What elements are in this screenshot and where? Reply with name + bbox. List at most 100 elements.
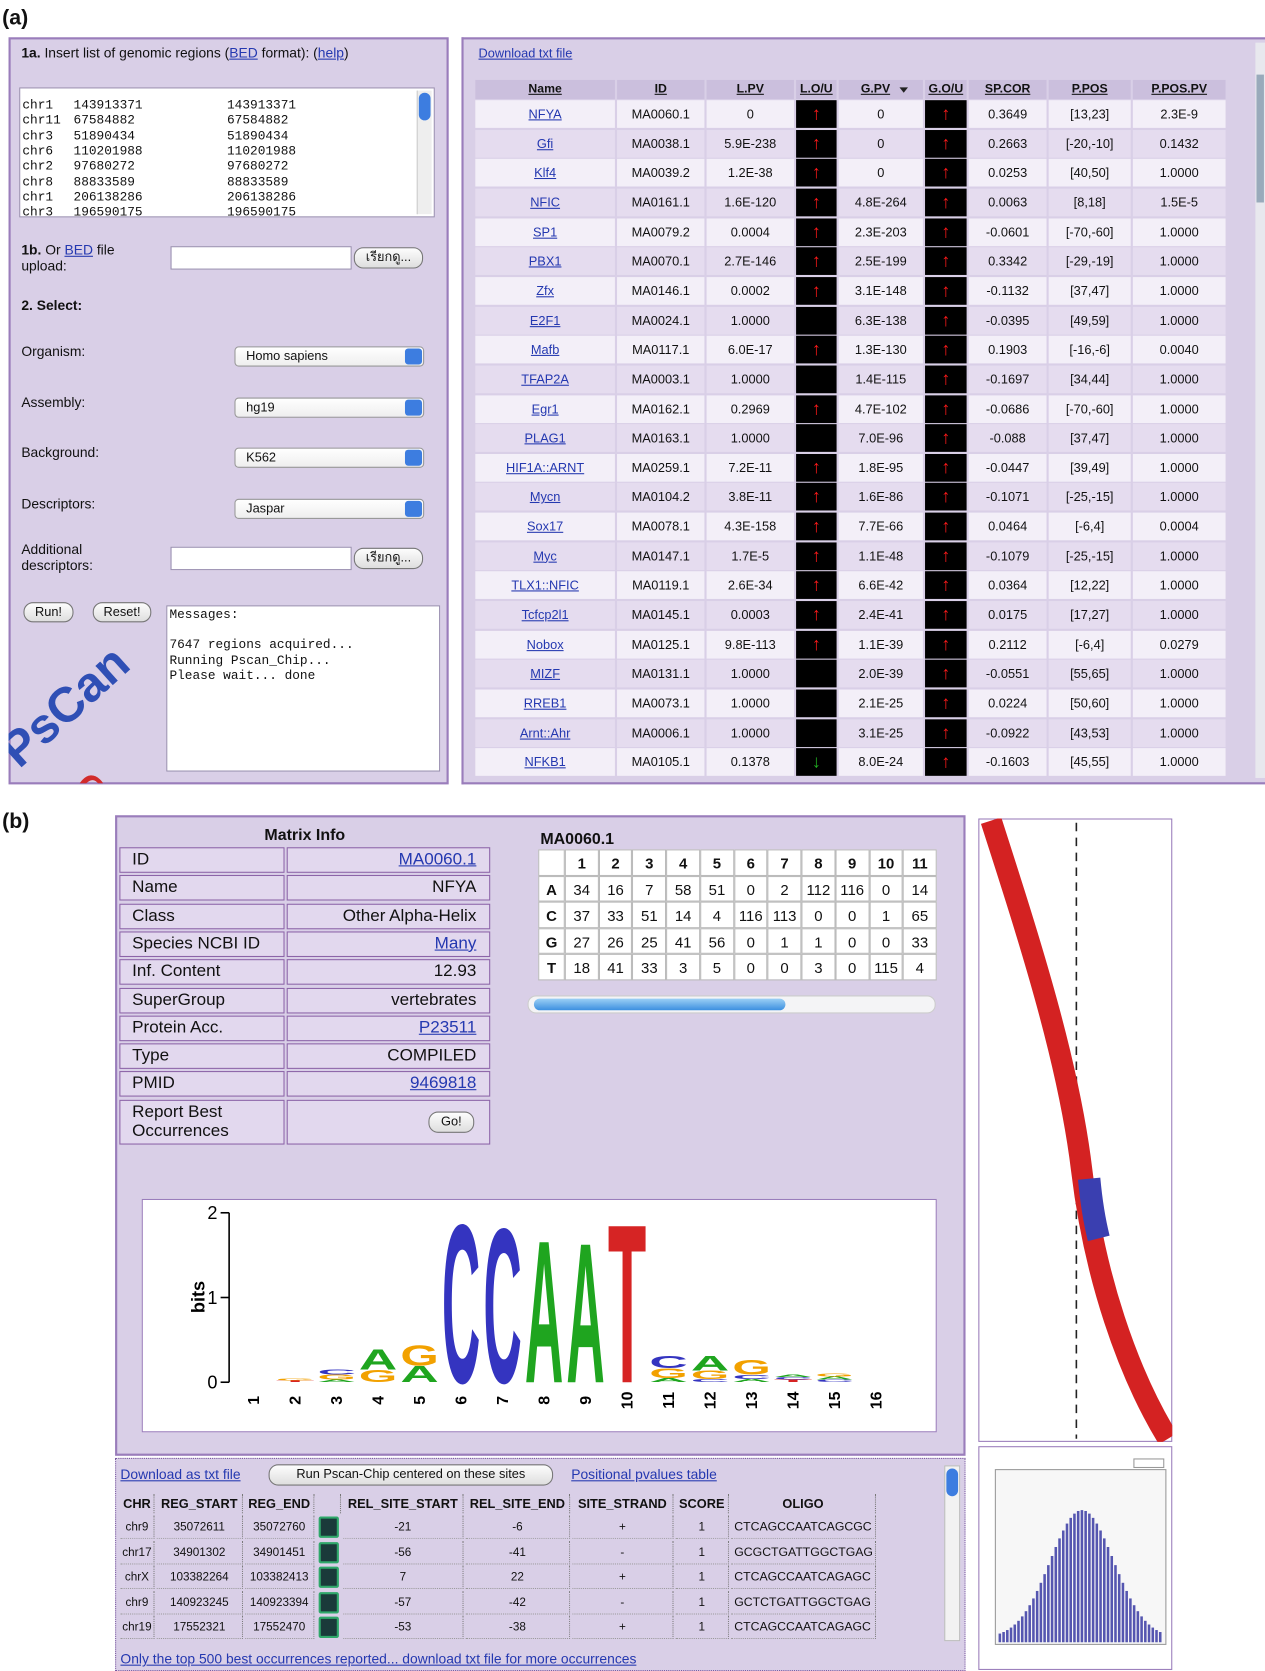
select[interactable]: K562 — [234, 447, 425, 468]
column-header[interactable]: L.O/U — [796, 79, 837, 100]
file-input[interactable] — [170, 546, 352, 571]
occ-cell: 103382413 — [245, 1565, 315, 1589]
column-header[interactable]: L.PV — [706, 79, 794, 100]
result-cell[interactable]: Tcfcp2l1 — [475, 601, 615, 629]
run-button[interactable]: Run! — [23, 602, 74, 623]
result-cell[interactable]: NFKB1 — [475, 748, 615, 777]
histogram-bar-decor — [1114, 1565, 1117, 1643]
column-header[interactable]: G.PV — [838, 79, 923, 100]
matrix-count: 0 — [767, 953, 802, 980]
info-value[interactable]: MA0060.1 — [286, 847, 491, 873]
result-cell[interactable]: Arnt::Ahr — [475, 718, 615, 747]
result-cell[interactable]: Mycn — [475, 483, 615, 511]
column-header[interactable]: P.POS.PV — [1132, 79, 1226, 100]
region-field: 196590175 — [226, 204, 297, 218]
browse-button[interactable]: เรียกดู... — [353, 547, 424, 570]
footer-link[interactable]: Only the top 500 best occurrences report… — [120, 1650, 637, 1667]
help-link[interactable]: help — [317, 44, 344, 61]
go-button[interactable]: Go! — [428, 1111, 475, 1133]
result-cell[interactable]: RREB1 — [475, 689, 615, 718]
region-field: chr3 — [22, 128, 54, 144]
result-cell[interactable]: Klf4 — [475, 159, 615, 187]
select[interactable]: Homo sapiens — [234, 346, 425, 367]
histogram-bar-decor — [1155, 1630, 1158, 1643]
result-cell: [-70,-60] — [1048, 394, 1131, 423]
column-header[interactable]: Name — [475, 79, 615, 100]
occ-cell: 1 — [675, 1540, 729, 1564]
matrix-count: 113 — [767, 901, 802, 928]
info-key: Inf. Content — [119, 959, 285, 985]
download-link[interactable]: Download as txt file — [120, 1466, 241, 1483]
result-cell: [-25,-15] — [1048, 483, 1131, 511]
result-cell[interactable]: Gfi — [475, 129, 615, 158]
result-cell[interactable]: E2F1 — [475, 306, 615, 335]
structure-icon[interactable] — [318, 1541, 339, 1563]
histogram-bar-decor — [1144, 1620, 1147, 1643]
bed-link[interactable]: BED — [229, 44, 258, 61]
result-cell[interactable]: Mafb — [475, 335, 615, 364]
bed-link[interactable]: BED — [64, 241, 93, 258]
regions-textarea[interactable]: chr1 143913371 143913371 chr11 67584882 67584… — [19, 87, 435, 218]
step-2: 2. Select: — [21, 297, 83, 314]
step-text: file upload: — [21, 241, 115, 274]
structure-icon[interactable] — [318, 1566, 339, 1588]
enrichment-arrow: ↑ — [925, 601, 967, 629]
field-label: Organism: — [21, 343, 86, 360]
result-cell: 0.0364 — [968, 571, 1047, 600]
enrichment-arrow: ↑ — [796, 276, 837, 305]
result-cell: [13,23] — [1048, 100, 1131, 128]
file-input[interactable] — [170, 246, 352, 270]
matrix-count: 33 — [902, 927, 937, 954]
result-cell: 1.5E-5 — [1132, 188, 1226, 217]
histogram-bar-decor — [1147, 1624, 1151, 1643]
result-cell[interactable]: PLAG1 — [475, 424, 615, 453]
region-field: 88833589 — [73, 174, 135, 190]
result-cell[interactable]: Egr1 — [475, 394, 615, 423]
result-cell[interactable]: TFAP2A — [475, 365, 615, 394]
region-field: 206138286 — [226, 189, 297, 205]
structure-icon[interactable] — [318, 1591, 339, 1613]
select[interactable]: hg19 — [234, 396, 425, 418]
result-cell: 0.0279 — [1132, 630, 1226, 659]
result-cell[interactable]: HIF1A::ARNT — [475, 453, 615, 482]
column-header[interactable]: G.O/U — [925, 79, 967, 100]
result-cell[interactable]: NFYA — [475, 100, 615, 128]
select-arrow — [404, 449, 423, 466]
field-label: Background: — [21, 444, 100, 461]
result-cell[interactable]: SP1 — [475, 218, 615, 246]
info-value[interactable]: Many — [286, 931, 491, 957]
download-link[interactable]: Download txt file — [478, 45, 573, 61]
select[interactable]: Jaspar — [234, 498, 425, 519]
matrix-column: 9 — [835, 849, 870, 876]
browse-button[interactable]: เรียกดู... — [353, 247, 424, 269]
result-cell: 1.6E-120 — [706, 188, 794, 217]
scroll-thumb — [418, 92, 431, 121]
column-header[interactable]: P.POS — [1048, 79, 1131, 100]
info-value[interactable]: 9469818 — [286, 1071, 491, 1098]
info-value[interactable]: P23511 — [286, 1015, 491, 1041]
result-cell[interactable]: Zfx — [475, 276, 615, 305]
structure-icon[interactable] — [318, 1616, 339, 1638]
result-cell[interactable]: Nobox — [475, 630, 615, 659]
region-field: chr1 — [22, 98, 54, 113]
result-cell[interactable]: Myc — [475, 542, 615, 570]
result-cell[interactable]: MIZF — [475, 660, 615, 688]
column-header[interactable]: ID — [617, 79, 705, 100]
enrichment-arrow: ↑ — [925, 630, 967, 659]
occ-cell: chr17 — [120, 1540, 155, 1564]
result-cell: 0.0004 — [1132, 512, 1226, 541]
column-header[interactable]: SP.COR — [968, 79, 1047, 100]
result-cell[interactable]: PBX1 — [475, 247, 615, 276]
result-cell[interactable]: Sox17 — [475, 512, 615, 541]
structure-icon[interactable] — [318, 1516, 339, 1538]
result-cell[interactable]: NFIC — [475, 188, 615, 217]
enrichment-arrow: ↑ — [796, 630, 837, 659]
enrichment-arrow: ↑ — [796, 335, 837, 364]
matrix-column: 2 — [598, 849, 633, 876]
result-cell[interactable]: TLX1::NFIC — [475, 571, 615, 600]
reset-button[interactable]: Reset! — [92, 602, 152, 623]
run-centered-button[interactable]: Run Pscan-Chip centered on these sites — [268, 1464, 554, 1486]
result-cell: 7.2E-11 — [706, 453, 794, 482]
pvalues-link[interactable]: Positional pvalues table — [571, 1466, 717, 1483]
matrix-count: 1 — [801, 927, 836, 954]
